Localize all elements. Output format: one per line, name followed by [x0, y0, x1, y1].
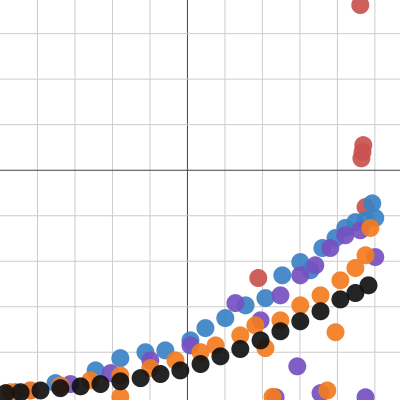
point	[331, 290, 350, 309]
point	[291, 266, 310, 285]
point	[131, 369, 150, 388]
point	[171, 361, 190, 380]
point	[0, 384, 15, 400]
point	[11, 383, 30, 400]
point	[51, 379, 70, 398]
point	[331, 271, 350, 290]
point	[273, 266, 292, 285]
point	[356, 246, 375, 265]
point	[352, 149, 371, 168]
point	[318, 381, 337, 400]
point	[196, 319, 215, 338]
point	[111, 349, 130, 368]
point	[91, 375, 110, 394]
point	[336, 226, 355, 245]
point	[231, 326, 250, 345]
point	[226, 294, 245, 313]
point	[306, 256, 325, 275]
point	[71, 377, 90, 396]
point	[351, 0, 370, 15]
point	[211, 347, 230, 366]
point	[346, 259, 365, 278]
point	[216, 309, 235, 328]
point	[326, 323, 345, 342]
point	[359, 276, 378, 295]
point	[246, 316, 265, 335]
point	[251, 331, 270, 350]
point	[288, 357, 307, 376]
point	[111, 387, 130, 400]
point	[256, 289, 275, 308]
point	[231, 340, 250, 359]
point	[311, 302, 330, 321]
point	[111, 372, 130, 391]
point	[263, 387, 282, 400]
point	[346, 284, 365, 303]
point	[249, 269, 268, 288]
point	[271, 286, 290, 305]
point	[31, 381, 50, 400]
point	[321, 239, 340, 258]
point	[363, 194, 382, 213]
point	[356, 388, 375, 400]
point	[311, 286, 330, 305]
point	[271, 322, 290, 341]
point	[151, 365, 170, 384]
point	[291, 312, 310, 331]
point	[191, 355, 210, 374]
point	[361, 218, 380, 237]
point	[291, 296, 310, 315]
